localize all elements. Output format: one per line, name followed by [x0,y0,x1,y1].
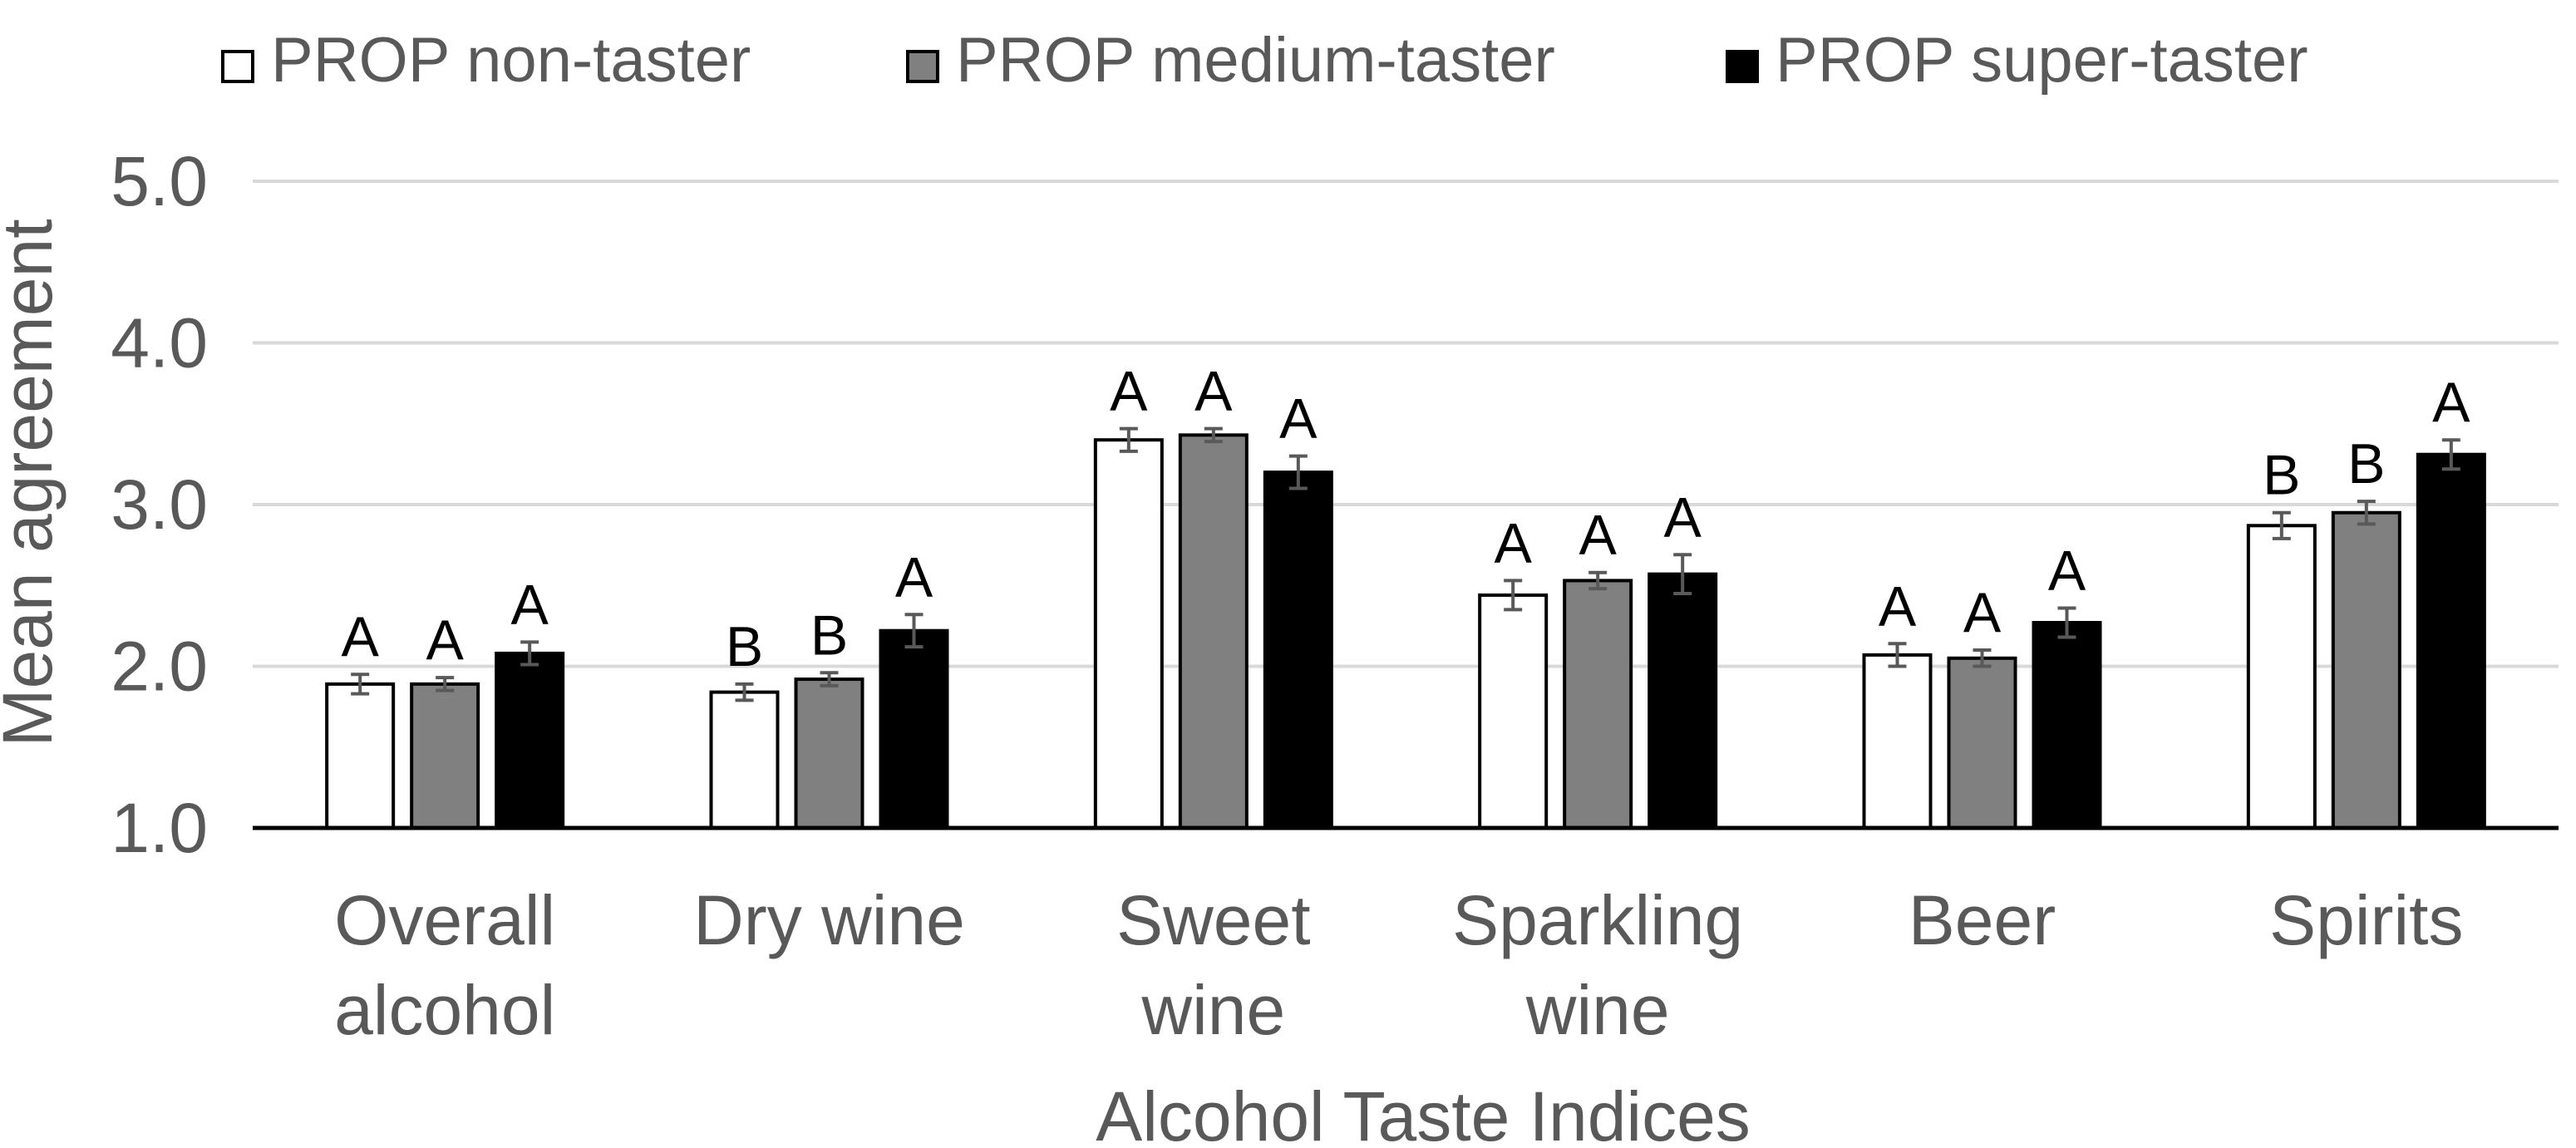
significance-letter: A [1279,387,1318,451]
significance-letter: A [510,573,549,636]
bar [2331,510,2401,830]
significance-letter: B [2263,444,2300,507]
x-tick-label-line: Overall [334,881,555,959]
bar [1178,433,1249,830]
x-tick-label-line: wine [1525,971,1670,1049]
legend-label: PROP medium-taster [956,25,1555,96]
significance-letter: B [726,615,763,678]
significance-letter: A [426,608,464,672]
gridlines [253,180,2559,668]
x-tick-label-line: alcohol [334,971,555,1049]
significance-letter: A [1963,581,2002,644]
significance-letter: A [895,545,933,608]
y-axis-title: Mean agreement [0,219,66,746]
significance-letter: A [1494,511,1532,574]
x-tick-label: Dry wine [693,881,965,959]
significance-letter: A [341,605,379,668]
significance-letter: A [1194,360,1233,423]
bar [410,682,480,830]
significance-letter: A [2432,371,2470,434]
bar [1862,653,1933,830]
x-tick-label-line: Sweet [1116,881,1310,959]
bar [1648,572,1718,830]
bar [1093,438,1164,830]
bar [879,628,949,830]
y-tick-label: 2.0 [111,628,208,706]
significance-letter: A [2048,539,2086,602]
legend-swatch [906,50,939,83]
significance-letter: A [1579,504,1617,567]
legend: PROP non-taster PROP medium-taster PROP su… [221,25,2308,96]
x-axis: Alcohol Taste Indices Overall alcohol Dry … [334,881,2463,1148]
bar [794,677,864,830]
significance-letter: B [810,604,848,667]
bar [1478,593,1549,830]
y-tick-label: 5.0 [111,142,208,220]
y-axis: Mean agreement 1.0 2.0 3.0 4.0 5.0 [0,142,208,867]
significance-letter: B [2347,432,2385,495]
bar [2416,452,2486,830]
bar [1563,579,1633,830]
legend-label: PROP super-taster [1776,25,2308,96]
bar [2246,524,2317,830]
bar [709,690,780,830]
bar [1947,656,2017,830]
significance-letter: A [1663,485,1702,549]
y-tick-label: 3.0 [111,466,208,544]
x-tick-label: Sweet wine [1116,881,1310,1049]
x-tick-label-line: Sparkling [1452,881,1743,959]
bar [325,682,396,830]
y-tick-label: 1.0 [111,789,208,867]
x-tick-label: Beer [1909,881,2056,959]
bar [2032,620,2102,830]
x-tick-label: Overall alcohol [334,881,555,1049]
x-tick-label-line: Beer [1909,881,2056,959]
legend-swatch [221,50,254,83]
x-tick-label: Spirits [2269,881,2463,959]
x-axis-title: Alcohol Taste Indices [1096,1077,1751,1148]
legend-swatch [1726,50,1759,83]
bar [495,651,565,830]
significance-letter: A [1879,574,1917,638]
x-tick-label-line: Dry wine [693,881,965,959]
significance-letter: A [1110,360,1148,423]
x-tick-label: Sparkling wine [1452,881,1743,1049]
x-tick-label-line: Spirits [2269,881,2463,959]
legend-label: PROP non-taster [271,25,751,96]
bar [1263,471,1333,830]
x-tick-label-line: wine [1140,971,1285,1049]
y-tick-label: 4.0 [111,304,208,382]
